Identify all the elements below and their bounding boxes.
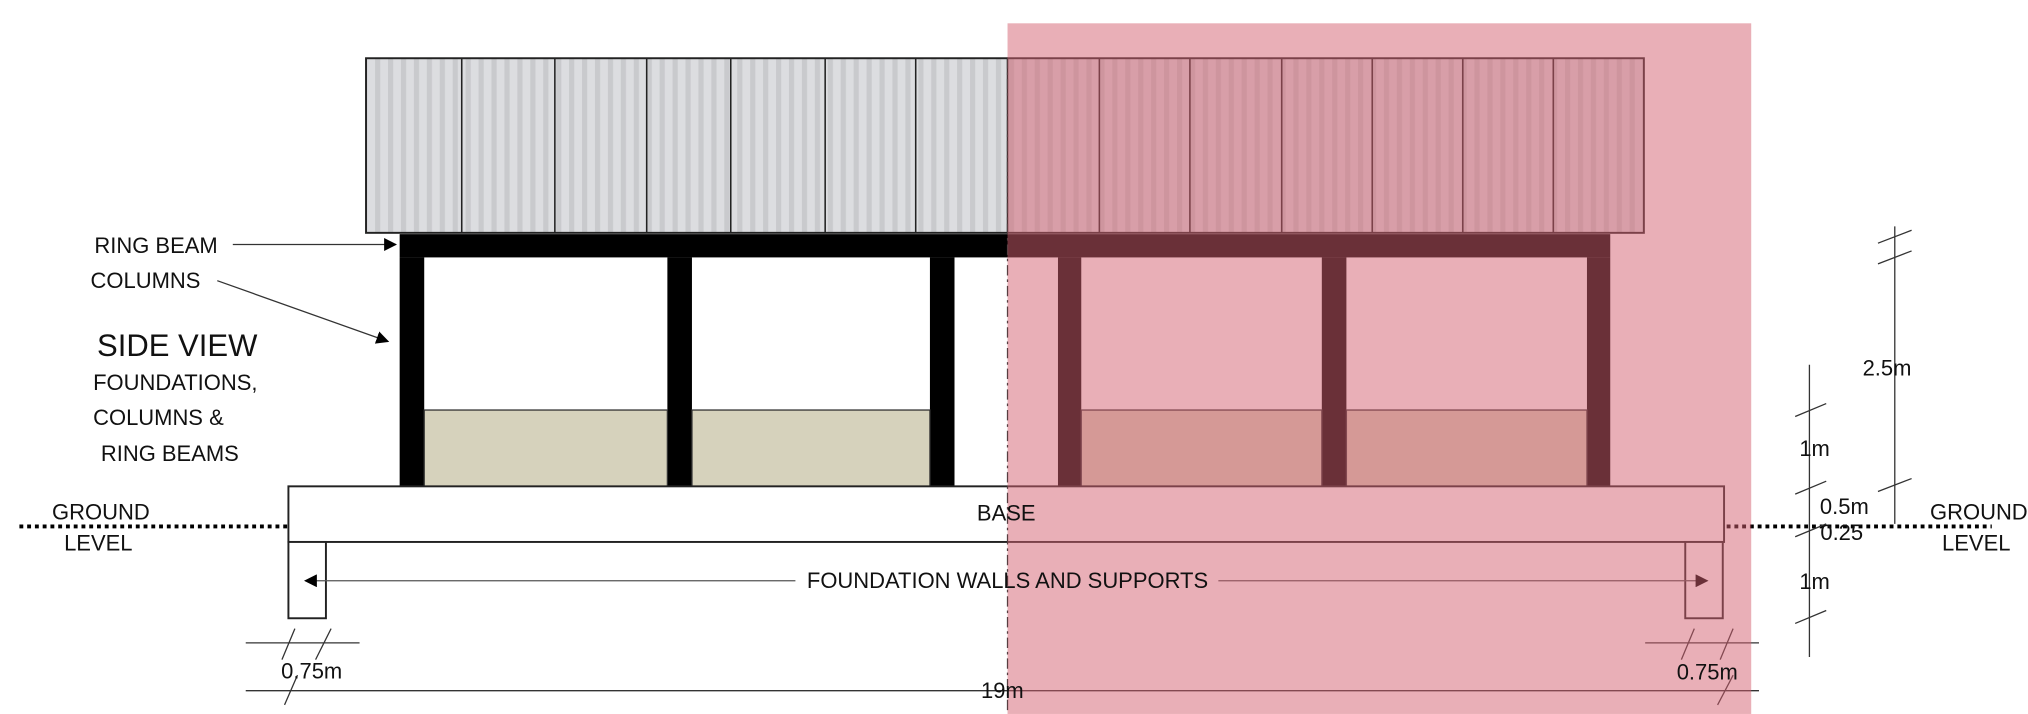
dimension: 19m [981,678,1024,703]
dimension: 1m [1799,436,1830,461]
label: COLUMNS [91,268,201,293]
label: GROUND [52,499,150,524]
subtitle: FOUNDATIONS, [93,370,257,395]
label: LEVEL [1942,530,2010,555]
dimension: 0.25 [1820,520,1863,545]
highlight-overlay [1007,23,1752,714]
label: FOUNDATION WALLS AND SUPPORTS [807,568,1208,593]
support [287,540,327,620]
dimension: 2.5m [1863,356,1912,381]
subtitle: RING BEAMS [101,441,239,466]
arrow [217,280,390,344]
dimension: 0.75m [281,658,342,683]
dimension: 1m [1799,569,1830,594]
dimension: 0.75m [1677,660,1738,685]
label: LEVEL [64,530,132,555]
label: BASE [977,501,1036,526]
labels: RING BEAM COLUMNS SIDE VIEW FOUNDATIONS,… [52,233,2028,703]
label: GROUND [1930,499,2028,524]
subtitle: COLUMNS & [93,405,224,430]
label: RING BEAM [94,233,217,258]
title: SIDE VIEW [97,328,258,363]
dimension: 0.5m [1820,494,1869,519]
